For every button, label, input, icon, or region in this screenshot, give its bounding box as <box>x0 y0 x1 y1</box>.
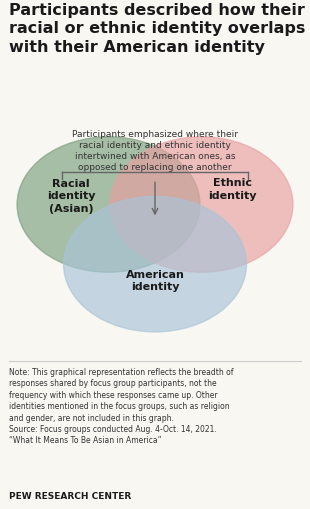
Text: Participants emphasized where their
racial identity and ethnic identity
intertwi: Participants emphasized where their raci… <box>72 129 238 172</box>
Text: Ethnic
identity: Ethnic identity <box>208 178 257 200</box>
Text: Participants described how their
racial or ethnic identity overlaps
with their A: Participants described how their racial … <box>9 3 306 55</box>
Text: Racial
identity
(Asian): Racial identity (Asian) <box>47 179 95 213</box>
Text: American
identity: American identity <box>126 270 184 292</box>
Text: PEW RESEARCH CENTER: PEW RESEARCH CENTER <box>9 491 131 500</box>
Text: Note: This graphical representation reflects the breadth of
responses shared by : Note: This graphical representation refl… <box>9 367 234 444</box>
Circle shape <box>64 197 246 332</box>
Circle shape <box>110 137 293 273</box>
Circle shape <box>17 137 200 273</box>
